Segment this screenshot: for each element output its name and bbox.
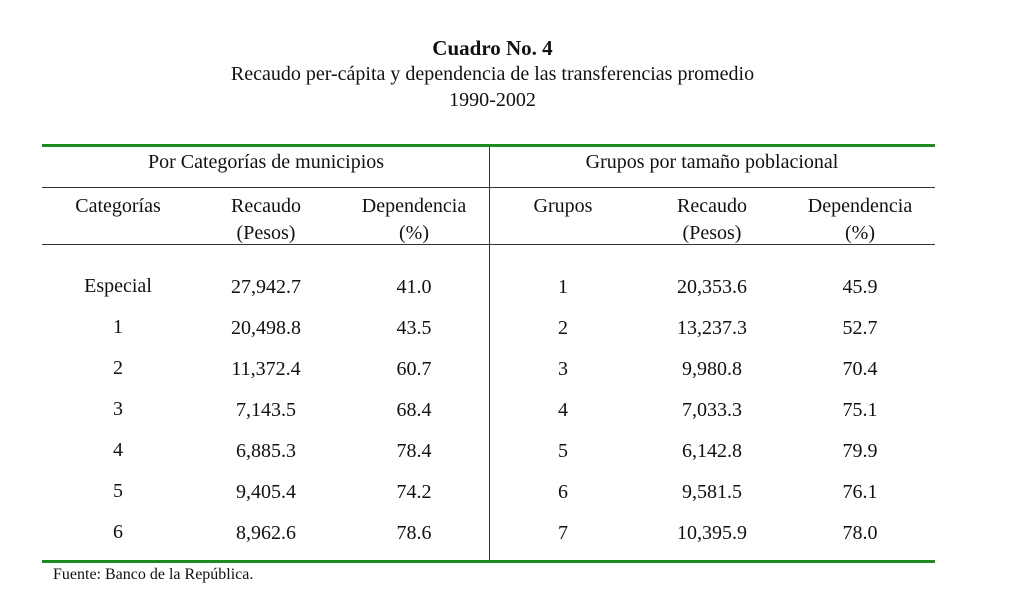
col-header-line1: Recaudo	[677, 195, 747, 217]
right-row-5-dependencia: 79.9	[842, 440, 878, 462]
left-row-6-categoria: 5	[113, 480, 123, 502]
right-col-header-grupos: Grupos	[534, 193, 593, 220]
col-header-line1: Dependencia	[361, 195, 467, 217]
right-row-4-recaudo: 7,033.3	[682, 399, 742, 421]
right-row-7-dependencia: 78.0	[842, 522, 878, 544]
left-row-6-recaudo: 9,405.4	[236, 481, 296, 503]
table-subtitle: Recaudo per-cápita y dependencia de las …	[230, 63, 755, 85]
left-row-5-dependencia: 78.4	[396, 440, 432, 462]
left-row-3-categoria: 2	[113, 357, 123, 379]
right-row-1-grupo: 1	[558, 276, 568, 298]
right-group-header: Grupos por tamaño poblacional	[585, 151, 839, 173]
left-row-7-dependencia: 78.6	[396, 522, 432, 544]
left-row-6-dependencia: 74.2	[396, 481, 432, 503]
right-row-5-grupo: 5	[558, 440, 568, 462]
col-header-line1: Categorías	[75, 195, 161, 217]
left-row-7-recaudo: 8,962.6	[236, 522, 296, 544]
left-row-1-categoria: Especial	[84, 275, 152, 297]
left-col-header-categorias: Categorías	[75, 193, 161, 220]
group-divider	[489, 147, 490, 560]
right-row-4-dependencia: 75.1	[842, 399, 878, 421]
right-row-2-dependencia: 52.7	[842, 317, 878, 339]
table-period: 1990-2002	[449, 89, 536, 111]
left-group-header: Por Categorías de municipios	[147, 151, 385, 173]
source-note: Fuente: Banco de la República.	[53, 566, 254, 583]
right-row-6-dependencia: 76.1	[842, 481, 878, 503]
left-row-4-dependencia: 68.4	[396, 399, 432, 421]
left-row-2-categoria: 1	[113, 316, 123, 338]
left-row-1-dependencia: 41.0	[396, 276, 432, 298]
left-row-3-dependencia: 60.7	[396, 358, 432, 380]
table-title: Cuadro No. 4	[432, 36, 553, 60]
left-col-header-dependencia: Dependencia (%)	[362, 193, 466, 247]
right-row-2-recaudo: 13,237.3	[677, 317, 747, 339]
col-header-line1: Dependencia	[807, 195, 913, 217]
right-row-2-grupo: 2	[558, 317, 568, 339]
right-row-6-recaudo: 9,581.5	[682, 481, 742, 503]
table-top-rule	[42, 144, 935, 147]
right-col-header-recaudo: Recaudo (Pesos)	[677, 193, 747, 247]
right-row-3-grupo: 3	[558, 358, 568, 380]
right-row-3-dependencia: 70.4	[842, 358, 878, 380]
right-row-6-grupo: 6	[558, 481, 568, 503]
right-row-5-recaudo: 6,142.8	[682, 440, 742, 462]
right-row-3-recaudo: 9,980.8	[682, 358, 742, 380]
right-row-7-grupo: 7	[558, 522, 568, 544]
left-row-2-dependencia: 43.5	[396, 317, 432, 339]
col-header-line2: (%)	[845, 222, 875, 244]
right-col-header-dependencia: Dependencia (%)	[808, 193, 912, 247]
col-header-line1: Grupos	[533, 195, 593, 217]
col-header-line2: (Pesos)	[236, 222, 296, 244]
left-col-header-recaudo: Recaudo (Pesos)	[231, 193, 301, 247]
left-row-5-categoria: 4	[113, 439, 123, 461]
group-header-rule	[42, 187, 935, 188]
column-header-rule	[42, 244, 935, 245]
left-row-3-recaudo: 11,372.4	[231, 358, 301, 380]
right-row-1-recaudo: 20,353.6	[677, 276, 747, 298]
right-row-4-grupo: 4	[558, 399, 568, 421]
left-row-4-recaudo: 7,143.5	[236, 399, 296, 421]
left-row-7-categoria: 6	[113, 521, 123, 543]
left-row-4-categoria: 3	[113, 398, 123, 420]
right-row-7-recaudo: 10,395.9	[677, 522, 747, 544]
left-row-2-recaudo: 20,498.8	[231, 317, 301, 339]
col-header-line1: Recaudo	[231, 195, 301, 217]
right-row-1-dependencia: 45.9	[842, 276, 878, 298]
table-bottom-rule	[42, 560, 935, 563]
col-header-line2: (Pesos)	[682, 222, 742, 244]
col-header-line2: (%)	[399, 222, 429, 244]
left-row-5-recaudo: 6,885.3	[236, 440, 296, 462]
left-row-1-recaudo: 27,942.7	[231, 276, 301, 298]
